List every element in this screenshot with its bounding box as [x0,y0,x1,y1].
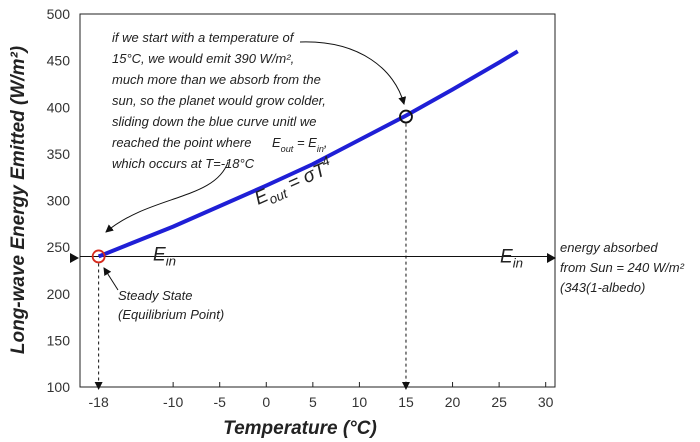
x-tick-label: 20 [445,394,461,410]
axis-marker [547,253,556,263]
formula-part: out [281,144,294,154]
axis-marker [70,253,79,263]
formula-part: E [500,246,513,267]
y-tick-label: 200 [47,286,71,302]
formula-part: = E [293,135,317,150]
x-axis-title: Temperature (°C) [223,418,377,439]
y-tick-label: 350 [47,146,71,162]
y-tick-label: 500 [47,6,71,22]
annotation: reached the point where [112,135,251,150]
annotation: energy absorbed [560,240,658,255]
x-tick-label: 10 [352,394,368,410]
y-tick-label: 400 [47,99,71,115]
annotation: from Sun = 240 W/m² [560,260,685,275]
annotation: (343(1-albedo) [560,280,645,295]
formula-part: in [317,144,324,154]
y-tick-label: 250 [47,239,71,255]
formula: Eout = σT4 [250,153,337,212]
formula: Eout = Ein, [272,135,328,154]
formula-part: E [272,135,281,150]
point [91,249,106,264]
formula-part: in [166,253,176,268]
x-tick-label: -18 [89,394,109,410]
formula-part: , [324,135,328,150]
data-line [97,49,519,259]
x-tick-label: 25 [491,394,507,410]
arrow [103,267,119,291]
y-axis-title: Long-wave Energy Emitted (W/m²) [8,46,29,354]
point [399,109,413,124]
formula-part: E [153,244,166,265]
annotation: 15°C, we would emit 390 W/m², [112,51,294,66]
formula-part: out [267,185,291,207]
y-tick-label: 300 [47,193,71,209]
annotation: much more than we absorb from the [112,72,321,87]
x-tick-label: 15 [398,394,414,410]
formula: Ein [500,246,523,270]
x-tick-label: -5 [213,394,226,410]
x-tick-label: -10 [163,394,183,410]
x-tick-label: 5 [309,394,317,410]
annotation: if we start with a temperature of [112,30,295,45]
arrow [299,41,407,105]
formula-part: in [513,255,523,270]
annotation: sun, so the planet would grow colder, [112,93,326,108]
y-tick-label: 100 [47,379,71,395]
annotation: Steady State [118,288,192,303]
y-tick-label: 150 [47,332,71,348]
formula: Ein [153,244,176,268]
y-tick-label: 450 [47,53,71,69]
annotation: which occurs at T=-18°C [112,156,255,171]
plot-frame [79,13,556,388]
x-tick-label: 0 [262,394,270,410]
annotation: (Equilibrium Point) [118,307,224,322]
arrow [105,161,229,233]
annotation: sliding down the blue curve unitl we [112,114,317,129]
x-tick-label: 30 [538,394,554,410]
